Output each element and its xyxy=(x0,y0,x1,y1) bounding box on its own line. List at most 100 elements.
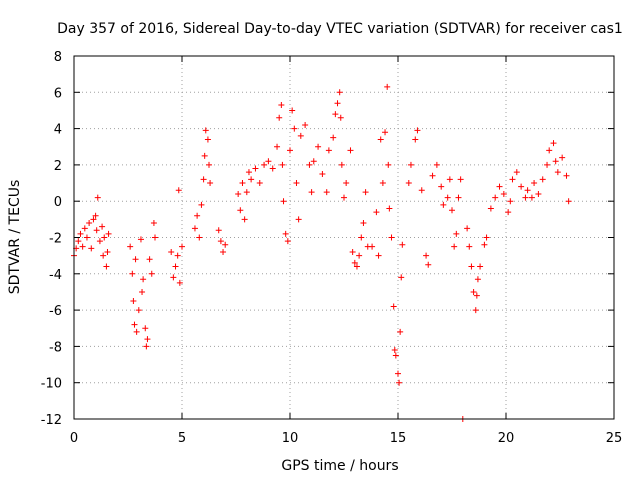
data-point xyxy=(356,252,363,259)
data-point xyxy=(150,219,157,226)
data-point xyxy=(386,205,393,212)
data-point xyxy=(130,298,137,305)
y-tick-label: -2 xyxy=(49,232,62,247)
data-point xyxy=(202,127,209,134)
data-point xyxy=(399,241,406,248)
y-tick-label: 6 xyxy=(54,86,62,101)
data-point xyxy=(168,249,175,256)
data-point xyxy=(343,180,350,187)
data-point xyxy=(505,209,512,216)
data-point xyxy=(522,194,529,201)
data-point xyxy=(518,183,525,190)
data-point xyxy=(360,219,367,226)
data-point xyxy=(297,132,304,139)
data-point xyxy=(481,241,488,248)
data-point xyxy=(90,216,97,223)
data-point xyxy=(217,238,224,245)
data-point xyxy=(94,194,101,201)
x-axis-title: GPS time / hours xyxy=(281,458,398,474)
data-point xyxy=(453,230,460,237)
data-point xyxy=(319,170,326,177)
data-point xyxy=(464,225,471,232)
data-point xyxy=(382,129,389,136)
data-point xyxy=(390,303,397,310)
data-point xyxy=(144,336,151,343)
y-tick-label: 0 xyxy=(54,195,62,210)
data-point xyxy=(423,252,430,259)
data-point xyxy=(179,243,185,250)
data-point xyxy=(546,147,553,154)
data-point xyxy=(287,147,293,154)
data-point xyxy=(349,249,356,256)
data-point xyxy=(241,216,248,223)
data-point xyxy=(405,180,412,187)
data-point xyxy=(243,189,250,196)
x-tick-label: 0 xyxy=(70,431,78,446)
data-point xyxy=(528,194,535,201)
y-tick-label: -6 xyxy=(49,304,62,319)
y-tick-label: 2 xyxy=(54,159,62,174)
data-point xyxy=(295,216,302,223)
data-point xyxy=(248,176,255,183)
data-point xyxy=(79,243,86,250)
data-point xyxy=(86,219,93,226)
data-point xyxy=(252,165,259,172)
data-point xyxy=(444,194,451,201)
data-point xyxy=(291,125,298,132)
y-tick-label: 4 xyxy=(54,123,62,138)
data-point xyxy=(483,234,490,241)
data-point xyxy=(239,180,246,187)
data-point xyxy=(146,256,153,263)
y-tick-label: -10 xyxy=(41,377,62,392)
data-point xyxy=(75,238,82,245)
data-point xyxy=(142,325,149,332)
data-point xyxy=(455,194,462,201)
data-point xyxy=(337,114,344,121)
data-point xyxy=(88,245,95,252)
data-point xyxy=(323,189,330,196)
data-point xyxy=(81,225,88,232)
data-point xyxy=(302,121,309,128)
data-point xyxy=(392,352,399,359)
data-point xyxy=(554,169,561,176)
data-point xyxy=(276,114,283,121)
data-point xyxy=(96,238,103,245)
data-point xyxy=(398,274,405,281)
data-point xyxy=(261,161,268,168)
data-point xyxy=(477,263,484,270)
data-point xyxy=(449,207,455,214)
data-point xyxy=(93,227,100,234)
x-tick-label: 20 xyxy=(498,431,515,446)
data-point xyxy=(474,276,481,283)
x-tick-label: 5 xyxy=(178,431,186,446)
data-point xyxy=(353,263,360,270)
data-point xyxy=(101,234,108,241)
data-point xyxy=(100,252,107,259)
data-point xyxy=(385,161,392,168)
data-point xyxy=(338,161,345,168)
data-point xyxy=(341,194,347,201)
chart-title: Day 357 of 2016, Sidereal Day-to-day VTE… xyxy=(57,21,623,37)
data-point xyxy=(384,83,391,90)
data-point xyxy=(418,187,425,194)
data-point xyxy=(83,234,90,241)
data-point xyxy=(513,169,520,176)
data-point xyxy=(559,154,566,161)
data-point xyxy=(103,263,110,270)
data-point xyxy=(539,176,546,183)
data-point xyxy=(433,161,440,168)
data-point xyxy=(396,379,403,386)
data-point xyxy=(289,107,296,114)
y-axis-title: SDTVAR / TECUs xyxy=(7,180,23,295)
data-point xyxy=(140,276,147,283)
data-point xyxy=(310,158,317,165)
data-point xyxy=(137,236,144,243)
data-point xyxy=(278,102,285,109)
data-point xyxy=(395,370,401,377)
data-point xyxy=(282,230,289,237)
data-point xyxy=(256,180,263,187)
data-point xyxy=(204,136,211,143)
data-point xyxy=(77,230,84,237)
data-point xyxy=(565,198,572,205)
